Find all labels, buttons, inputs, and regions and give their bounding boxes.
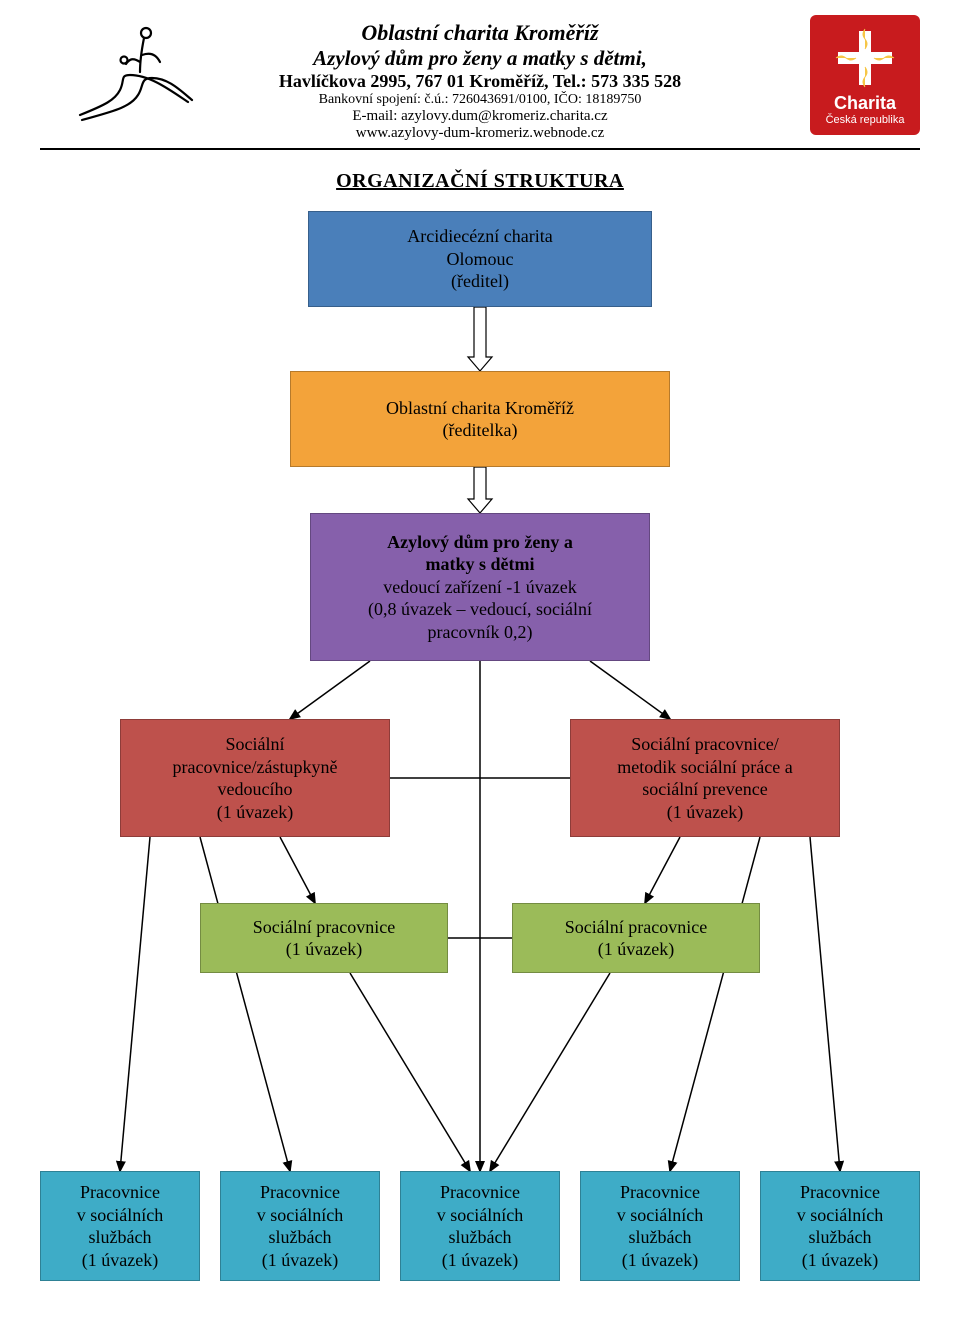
- org-node-line: službách: [449, 1226, 512, 1249]
- org-node-line: (1 úvazek): [667, 801, 743, 824]
- org-node-b1: Pracovnicev sociálníchslužbách(1 úvazek): [40, 1171, 200, 1281]
- org-node-line: Sociální pracovnice/: [631, 733, 778, 756]
- org-node-line: službách: [629, 1226, 692, 1249]
- org-node-n3: Azylový dům pro ženy amatky s dětmivedou…: [310, 513, 650, 661]
- org-node-line: (1 úvazek): [286, 938, 362, 961]
- org-node-line: (ředitelka): [443, 419, 518, 442]
- org-node-line: (1 úvazek): [442, 1249, 518, 1272]
- org-node-line: (1 úvazek): [262, 1249, 338, 1272]
- org-node-line: metodik sociální práce a: [617, 756, 792, 779]
- org-node-line: pracovník 0,2): [428, 621, 533, 644]
- org-node-line: Sociální pracovnice: [253, 916, 395, 939]
- org-node-line: Oblastní charita Kroměříž: [386, 397, 574, 420]
- org-node-line: v sociálních: [77, 1204, 163, 1227]
- org-node-line: vedoucího: [218, 778, 293, 801]
- org-node-line: v sociálních: [797, 1204, 883, 1227]
- org-node-line: (1 úvazek): [82, 1249, 158, 1272]
- org-node-line: službách: [269, 1226, 332, 1249]
- flame-cross-icon: [832, 25, 898, 91]
- page-title: ORGANIZAČNÍ STRUKTURA: [40, 170, 920, 193]
- header-email: E-mail: azylovy.dum@kromeriz.charita.cz: [279, 108, 681, 125]
- org-node-line: v sociálních: [437, 1204, 523, 1227]
- charita-logo-sub: Česká republika: [826, 114, 905, 126]
- org-node-line: Pracovnice: [620, 1181, 700, 1204]
- org-node-b5: Pracovnicev sociálníchslužbách(1 úvazek): [760, 1171, 920, 1281]
- org-chart: Arcidiecézní charitaOlomouc(ředitel) Obla…: [40, 211, 920, 1291]
- org-node-n7: Sociální pracovnice(1 úvazek): [512, 903, 760, 973]
- org-node-b4: Pracovnicev sociálníchslužbách(1 úvazek): [580, 1171, 740, 1281]
- org-node-line: Sociální pracovnice: [565, 916, 707, 939]
- org-node-line: Arcidiecézní charita: [407, 225, 552, 248]
- org-node-line: sociální prevence: [642, 778, 767, 801]
- org-node-line: Pracovnice: [260, 1181, 340, 1204]
- org-node-n5: Sociální pracovnice/metodik sociální prá…: [570, 719, 840, 837]
- org-node-line: (0,8 úvazek – vedoucí, sociální: [368, 598, 592, 621]
- org-node-line: (1 úvazek): [217, 801, 293, 824]
- org-node-line: službách: [89, 1226, 152, 1249]
- org-node-line: (ředitel): [451, 270, 509, 293]
- org-logo-left: [60, 20, 200, 130]
- org-node-line: pracovnice/zástupkyně: [173, 756, 338, 779]
- org-node-line: v sociálních: [617, 1204, 703, 1227]
- org-node-line: Olomouc: [447, 248, 514, 271]
- header-web: www.azylovy-dum-kromeriz.webnode.cz: [279, 125, 681, 142]
- org-node-line: Azylový dům pro ženy a: [387, 531, 573, 554]
- org-node-line: (1 úvazek): [598, 938, 674, 961]
- header-bank: Bankovní spojení: č.ú.: 726043691/0100, …: [279, 92, 681, 108]
- org-node-line: v sociálních: [257, 1204, 343, 1227]
- org-node-line: službách: [809, 1226, 872, 1249]
- org-node-line: Pracovnice: [440, 1181, 520, 1204]
- org-node-line: (1 úvazek): [622, 1249, 698, 1272]
- org-node-n2: Oblastní charita Kroměříž(ředitelka): [290, 371, 670, 467]
- charita-logo-title: Charita: [834, 93, 896, 114]
- header-address: Havlíčkova 2995, 767 01 Kroměříž, Tel.: …: [279, 71, 681, 92]
- org-node-line: Pracovnice: [800, 1181, 880, 1204]
- org-node-n1: Arcidiecézní charitaOlomouc(ředitel): [308, 211, 652, 307]
- org-node-line: vedoucí zařízení -1 úvazek: [383, 576, 576, 599]
- org-node-b3: Pracovnicev sociálníchslužbách(1 úvazek): [400, 1171, 560, 1281]
- org-node-b2: Pracovnicev sociálníchslužbách(1 úvazek): [220, 1171, 380, 1281]
- header-text-block: Oblastní charita Kroměříž Azylový dům pr…: [279, 20, 681, 142]
- header-org-name: Oblastní charita Kroměříž: [279, 20, 681, 46]
- org-node-n4: Sociálnípracovnice/zástupkyněvedoucího(1…: [120, 719, 390, 837]
- org-node-line: matky s dětmi: [426, 553, 535, 576]
- org-node-line: (1 úvazek): [802, 1249, 878, 1272]
- org-node-line: Sociální: [226, 733, 285, 756]
- header-facility-name: Azylový dům pro ženy a matky s dětmi,: [279, 46, 681, 71]
- org-node-line: Pracovnice: [80, 1181, 160, 1204]
- charita-logo: Charita Česká republika: [810, 15, 920, 135]
- org-node-n6: Sociální pracovnice(1 úvazek): [200, 903, 448, 973]
- document-header: Oblastní charita Kroměříž Azylový dům pr…: [40, 20, 920, 150]
